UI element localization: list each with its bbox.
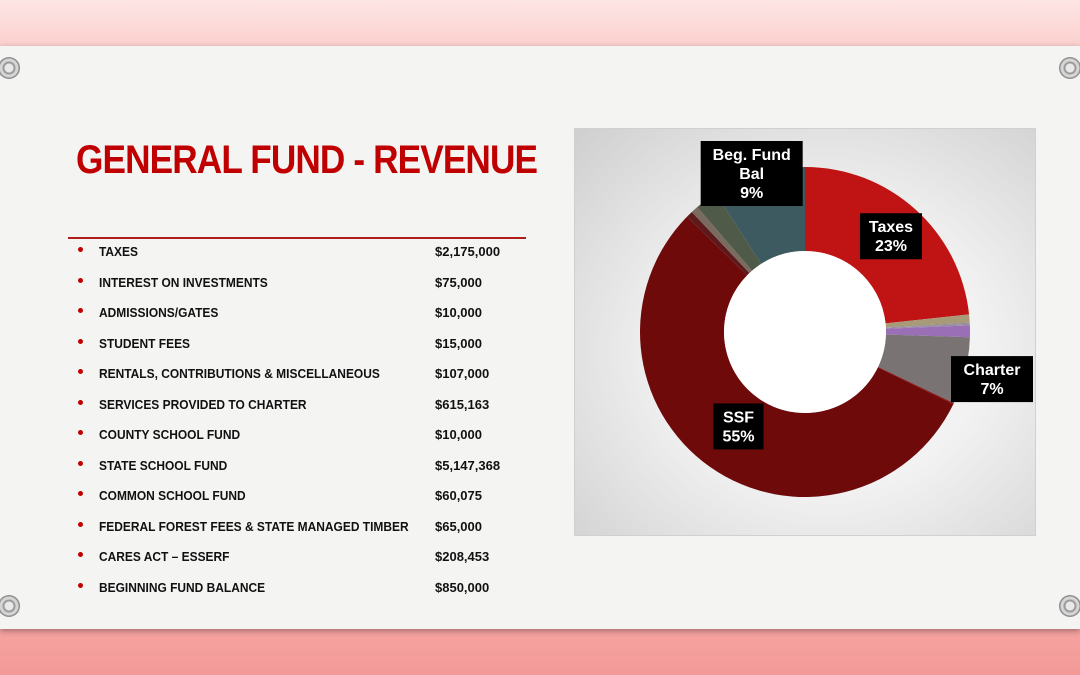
- revenue-amount: $75,000: [435, 274, 482, 290]
- bullet-icon: [78, 399, 83, 405]
- revenue-row: STUDENT FEES $15,000: [78, 336, 518, 367]
- donut-slice: [697, 193, 762, 271]
- revenue-label: TAXES: [99, 244, 138, 259]
- donut-slice: [885, 314, 970, 328]
- revenue-amount: $107,000: [435, 366, 490, 381]
- callout-text: Bal: [739, 166, 764, 183]
- grommet-bottom-left: [0, 595, 20, 617]
- donut-slice: [877, 366, 954, 405]
- revenue-label: COUNTY SCHOOL FUND: [99, 427, 241, 442]
- revenue-amount: $208,453: [435, 549, 490, 564]
- revenue-amount: $15,000: [435, 335, 482, 351]
- chart-panel: Taxes 23% Charter 7% SSF 55% Beg. Fund Bal 9%: [574, 128, 1036, 536]
- donut-slice: [885, 325, 970, 338]
- donut-hole: [724, 251, 886, 413]
- revenue-amount: $10,000: [435, 305, 482, 320]
- revenue-label: STUDENT FEES: [99, 335, 191, 351]
- callout-text: 7%: [980, 381, 1003, 398]
- revenue-label: ADMISSIONS/GATES: [99, 305, 219, 320]
- bullet-icon: [78, 460, 83, 466]
- revenue-label: RENTALS, CONTRIBUTIONS & MISCELLANEOUS: [99, 366, 380, 381]
- callout-box: [700, 141, 803, 206]
- revenue-label: FEDERAL FOREST FEES & STATE MANAGED TIMB…: [99, 518, 409, 534]
- top-band: [0, 0, 1080, 46]
- bullet-icon: [78, 308, 83, 313]
- bullet-icon: [78, 369, 83, 374]
- callout-text: Beg. Fund: [713, 147, 791, 164]
- callout-label: Taxes 23%: [859, 213, 922, 260]
- callout-label: Charter 7%: [951, 356, 1033, 403]
- bullet-icon: [78, 277, 83, 283]
- callout-box: [951, 356, 1033, 403]
- revenue-row: TAXES $2,175,000: [78, 244, 518, 275]
- revenue-label: SERVICES PROVIDED TO CHARTER: [99, 396, 307, 412]
- donut-slice: [691, 207, 753, 274]
- callout-label: Beg. Fund Bal 9%: [700, 141, 803, 206]
- revenue-row: INTEREST ON INVESTMENTS $75,000: [78, 275, 518, 306]
- revenue-list: TAXES $2,175,000 INTEREST ON INVESTMENTS $7…: [78, 244, 518, 610]
- callout-text: 9%: [740, 185, 763, 202]
- revenue-row: COUNTY SCHOOL FUND $10,000: [78, 427, 518, 458]
- grommet-top-right: [1059, 57, 1080, 79]
- callout-text: SSF: [723, 409, 754, 426]
- revenue-amount: $615,163: [435, 396, 490, 412]
- callout-text: Taxes: [869, 219, 913, 236]
- bullet-icon: [78, 521, 83, 527]
- revenue-row: RENTALS, CONTRIBUTIONS & MISCELLANEOUS $1…: [78, 366, 518, 397]
- callout-label: SSF 55%: [713, 403, 764, 450]
- donut-slice: [878, 334, 970, 404]
- revenue-label: CARES ACT – ESSERF: [99, 549, 230, 564]
- revenue-row: STATE SCHOOL FUND $5,147,368: [78, 458, 518, 489]
- callout-text: Charter: [964, 362, 1021, 379]
- donut-slice: [885, 322, 970, 328]
- revenue-row: COMMON SCHOOL FUND $60,075: [78, 488, 518, 519]
- bullet-icon: [78, 491, 83, 496]
- revenue-label: STATE SCHOOL FUND: [99, 457, 228, 473]
- title-rule: [68, 237, 526, 239]
- page-title: GENERAL FUND - REVENUE: [76, 138, 538, 182]
- bullet-icon: [78, 552, 83, 557]
- revenue-row: FEDERAL FOREST FEES & STATE MANAGED TIMB…: [78, 519, 518, 550]
- revenue-row: CARES ACT – ESSERF $208,453: [78, 549, 518, 580]
- bottom-band: [0, 630, 1080, 675]
- donut-slice: [687, 211, 750, 276]
- grommet-top-left: [0, 57, 20, 79]
- bullet-icon: [78, 430, 83, 435]
- revenue-row: SERVICES PROVIDED TO CHARTER $615,163: [78, 397, 518, 428]
- callout-box: [859, 213, 922, 260]
- revenue-amount: $850,000: [435, 579, 490, 595]
- revenue-amount: $10,000: [435, 427, 482, 442]
- revenue-amount: $5,147,368: [435, 457, 501, 473]
- bullet-icon: [78, 247, 83, 252]
- bullet-icon: [78, 338, 83, 344]
- revenue-amount: $2,175,000: [435, 244, 501, 259]
- donut-slice: [885, 323, 970, 329]
- grommet-bottom-right: [1059, 595, 1080, 617]
- revenue-label: COMMON SCHOOL FUND: [99, 488, 246, 503]
- revenue-row: ADMISSIONS/GATES $10,000: [78, 305, 518, 336]
- revenue-label: BEGINNING FUND BALANCE: [99, 579, 266, 595]
- callout-text: 23%: [875, 238, 907, 255]
- revenue-label: INTEREST ON INVESTMENTS: [99, 274, 268, 290]
- callout-box: [713, 403, 764, 450]
- callout-text: 55%: [722, 428, 754, 445]
- bullet-icon: [78, 582, 83, 588]
- revenue-amount: $65,000: [435, 518, 482, 534]
- revenue-amount: $60,075: [435, 488, 482, 503]
- donut-chart: Taxes 23% Charter 7% SSF 55% Beg. Fund Bal 9%: [639, 141, 1033, 498]
- revenue-row: BEGINNING FUND BALANCE $850,000: [78, 580, 518, 611]
